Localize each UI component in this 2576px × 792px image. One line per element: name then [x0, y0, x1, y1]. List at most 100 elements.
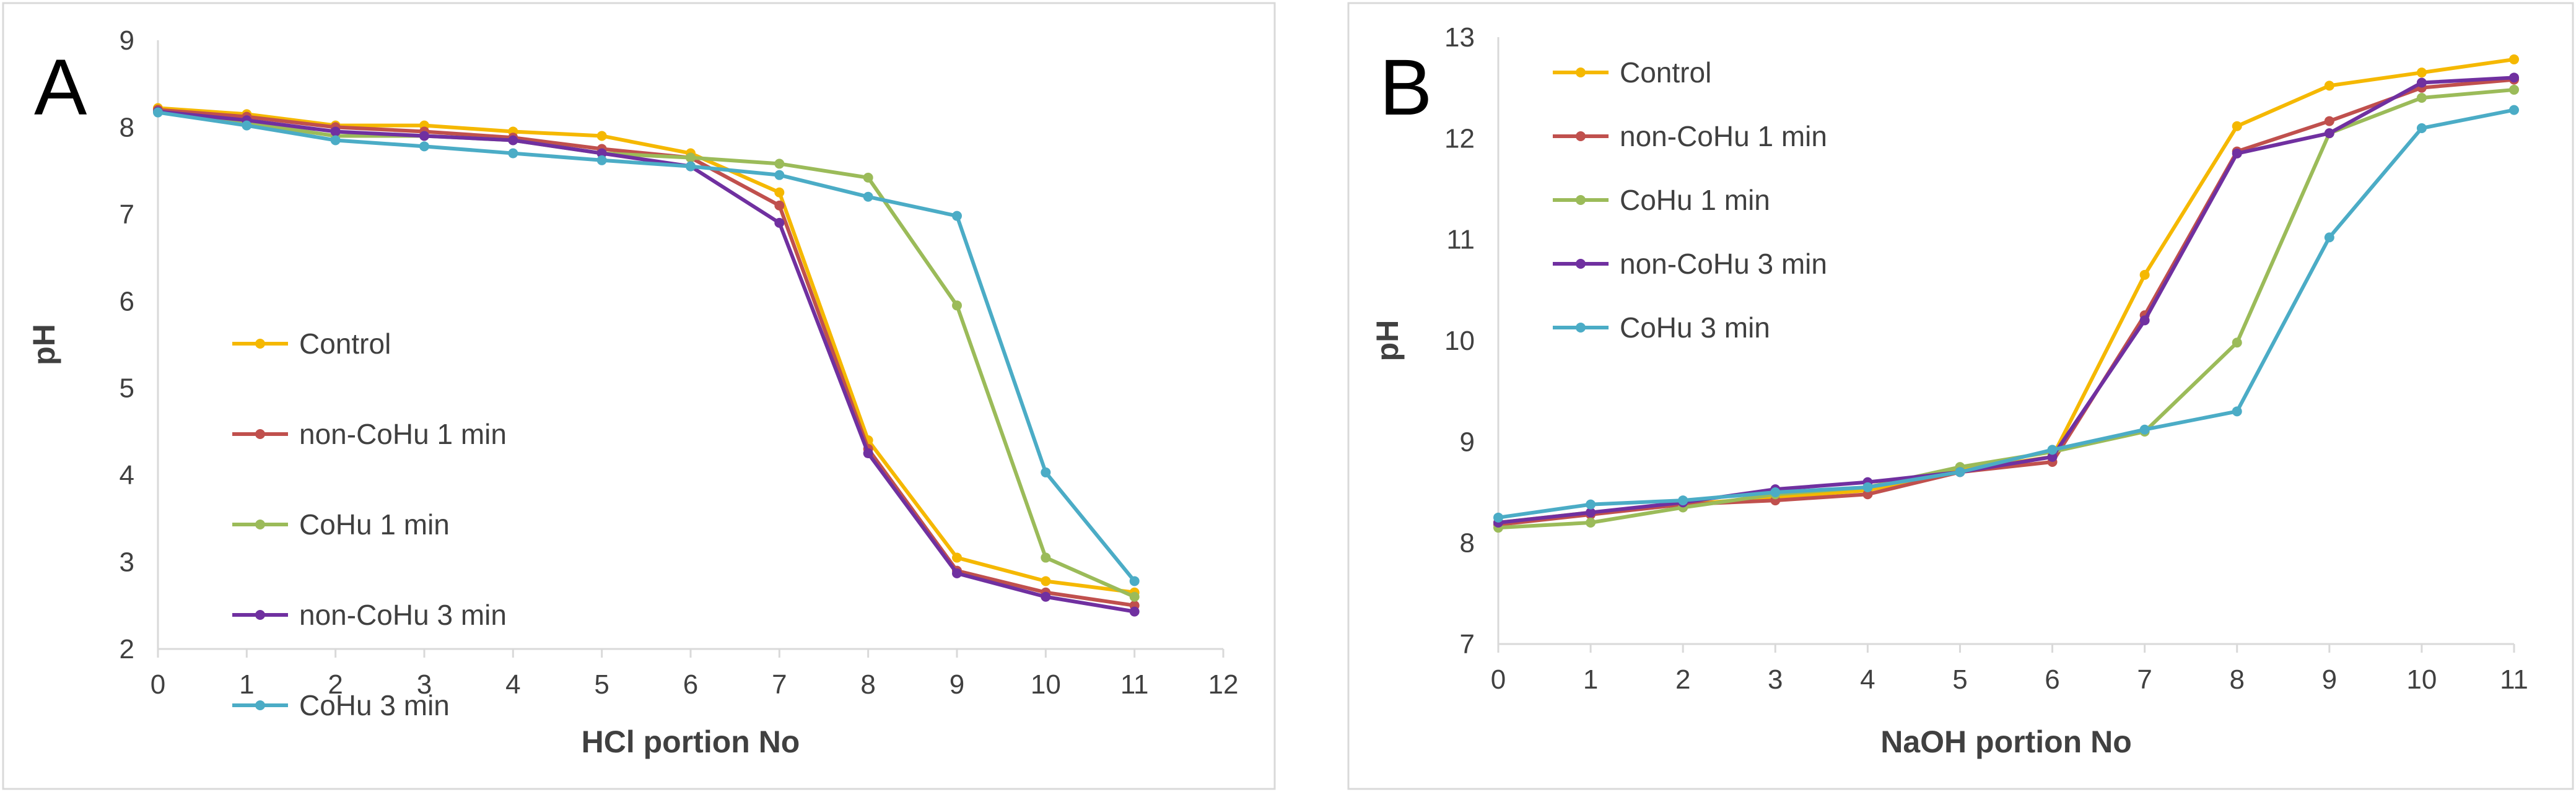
y-tick-label: 4	[120, 460, 134, 490]
y-tick-label: 9	[120, 25, 134, 56]
x-tick-label: 11	[2500, 664, 2528, 695]
x-tick-label: 4	[505, 669, 520, 700]
data-point	[2139, 424, 2150, 435]
y-tick-label: 7	[1460, 629, 1475, 659]
data-point	[863, 191, 873, 202]
data-point	[2232, 406, 2242, 417]
legend-swatch-marker	[1576, 259, 1586, 269]
data-point	[952, 552, 962, 563]
x-tick-label: 6	[2045, 664, 2059, 695]
y-tick-label: 2	[120, 634, 134, 664]
x-tick-label: 7	[2137, 664, 2152, 695]
x-tick-label: 5	[1952, 664, 1967, 695]
data-point	[1129, 576, 1140, 586]
data-point	[1586, 507, 1596, 518]
data-point	[2416, 77, 2427, 88]
series-line	[1498, 76, 2515, 524]
x-tick-label: 0	[1491, 664, 1506, 695]
data-point	[419, 141, 429, 152]
legend-swatch-marker	[1576, 67, 1586, 77]
data-point	[1129, 606, 1140, 617]
x-tick-label: 10	[1031, 669, 1061, 700]
data-point	[1955, 467, 1965, 477]
y-tick-label: 11	[1446, 225, 1475, 255]
x-tick-label: 2	[328, 669, 343, 700]
data-point	[1493, 512, 1503, 523]
chart-frame	[2, 2, 1276, 790]
x-tick-label: 8	[2229, 664, 2244, 695]
x-tick-label: 1	[239, 669, 254, 700]
data-point	[686, 161, 696, 172]
data-point	[2232, 121, 2242, 131]
legend-swatch-marker	[255, 429, 265, 439]
x-tick-label: 10	[2406, 664, 2437, 695]
data-point	[2232, 337, 2242, 348]
data-point	[1586, 518, 1596, 528]
data-point	[153, 107, 163, 118]
data-point	[2509, 105, 2519, 115]
x-tick-label: 0	[151, 669, 165, 700]
y-tick-label: 7	[120, 199, 134, 230]
data-point	[2232, 148, 2242, 159]
x-tick-label: 12	[1208, 669, 1239, 700]
x-tick-label: 1	[1583, 664, 1598, 695]
series-line	[157, 110, 1135, 614]
legend-label: non-CoHu 3 min	[1620, 248, 1827, 280]
legend-label: CoHu 1 min	[1620, 184, 1770, 216]
y-tick-label: 6	[120, 286, 134, 316]
data-point	[330, 135, 341, 146]
panel-label: B	[1379, 43, 1432, 132]
x-tick-label: 6	[683, 669, 698, 700]
legend-swatch-marker	[255, 610, 265, 620]
series-line	[1498, 108, 2515, 520]
x-tick-label: 9	[2322, 664, 2337, 695]
x-tick-label: 3	[417, 669, 432, 700]
legend-label: non-CoHu 3 min	[299, 599, 507, 631]
data-point	[1041, 576, 1051, 586]
data-point	[1041, 552, 1051, 563]
y-axis-title: pH	[1370, 320, 1405, 362]
y-axis-title: pH	[27, 324, 61, 365]
data-point	[774, 200, 785, 211]
data-point	[774, 217, 785, 228]
data-point	[2509, 72, 2519, 83]
panel-label: A	[34, 43, 87, 132]
chart-frame	[1347, 2, 2574, 790]
data-point	[863, 172, 873, 183]
legend-label: non-CoHu 1 min	[1620, 120, 1827, 152]
y-tick-label: 3	[120, 547, 134, 578]
data-point	[2416, 123, 2427, 133]
legend-label: CoHu 3 min	[1620, 311, 1770, 344]
x-tick-label: 11	[1120, 669, 1149, 700]
data-point	[2047, 445, 2058, 455]
data-point	[596, 131, 607, 141]
data-point	[2509, 54, 2519, 64]
data-point	[686, 152, 696, 163]
data-point	[1129, 591, 1140, 602]
data-point	[596, 148, 607, 159]
x-axis-title: HCl portion No	[582, 725, 800, 759]
series-line	[157, 110, 1136, 583]
x-tick-label: 2	[1675, 664, 1690, 695]
data-point	[2324, 116, 2334, 126]
legend-swatch-marker	[255, 339, 265, 349]
data-point	[1041, 467, 1051, 477]
y-tick-label: 8	[1460, 528, 1475, 559]
x-tick-label: 5	[594, 669, 609, 700]
legend-label: CoHu 1 min	[299, 508, 450, 541]
data-point	[242, 120, 252, 131]
data-point	[952, 568, 962, 578]
data-point	[1862, 489, 1873, 500]
data-point	[774, 187, 785, 198]
y-tick-label: 9	[1460, 427, 1475, 457]
data-point	[1862, 482, 1873, 492]
y-tick-label: 13	[1444, 22, 1475, 53]
data-point	[508, 135, 518, 146]
x-tick-label: 8	[860, 669, 875, 700]
legend-label: Control	[1620, 56, 1711, 89]
legend-swatch-marker	[255, 700, 265, 710]
data-point	[2047, 451, 2058, 462]
legend-label: Control	[299, 328, 391, 360]
data-point	[1678, 495, 1688, 506]
